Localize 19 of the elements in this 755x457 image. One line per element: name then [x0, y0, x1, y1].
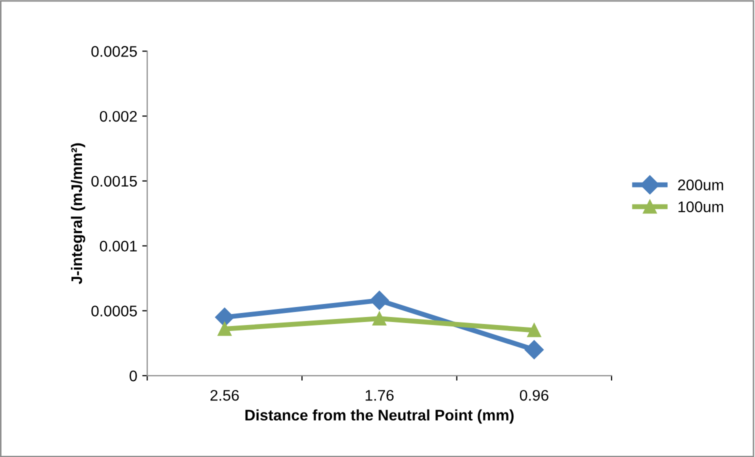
point	[372, 312, 386, 326]
x-axis-title: Distance from the Neutral Point (mm)	[245, 409, 514, 424]
point	[524, 340, 544, 360]
x-tick-label: 0.96	[520, 390, 548, 401]
y-tick-label: 0.0005	[91, 306, 137, 316]
legend-label: 100um	[678, 201, 724, 212]
point	[370, 290, 389, 310]
y-tick-label: 0.002	[100, 110, 137, 122]
legend-label: 200um	[678, 180, 724, 190]
point	[527, 323, 542, 338]
x-tick-label: 2.56	[210, 390, 239, 401]
y-tick-label: 0.001	[100, 240, 137, 252]
y-tick-label: 0	[130, 370, 137, 382]
point	[215, 308, 234, 327]
x-tick-label: 1.76	[366, 390, 394, 401]
y-tick-label: 0.0025	[91, 46, 137, 57]
point	[218, 322, 232, 336]
y-tick-label: 0.0015	[91, 176, 137, 187]
y-axis-title: J-integral (mJ/mm²)	[70, 143, 86, 284]
